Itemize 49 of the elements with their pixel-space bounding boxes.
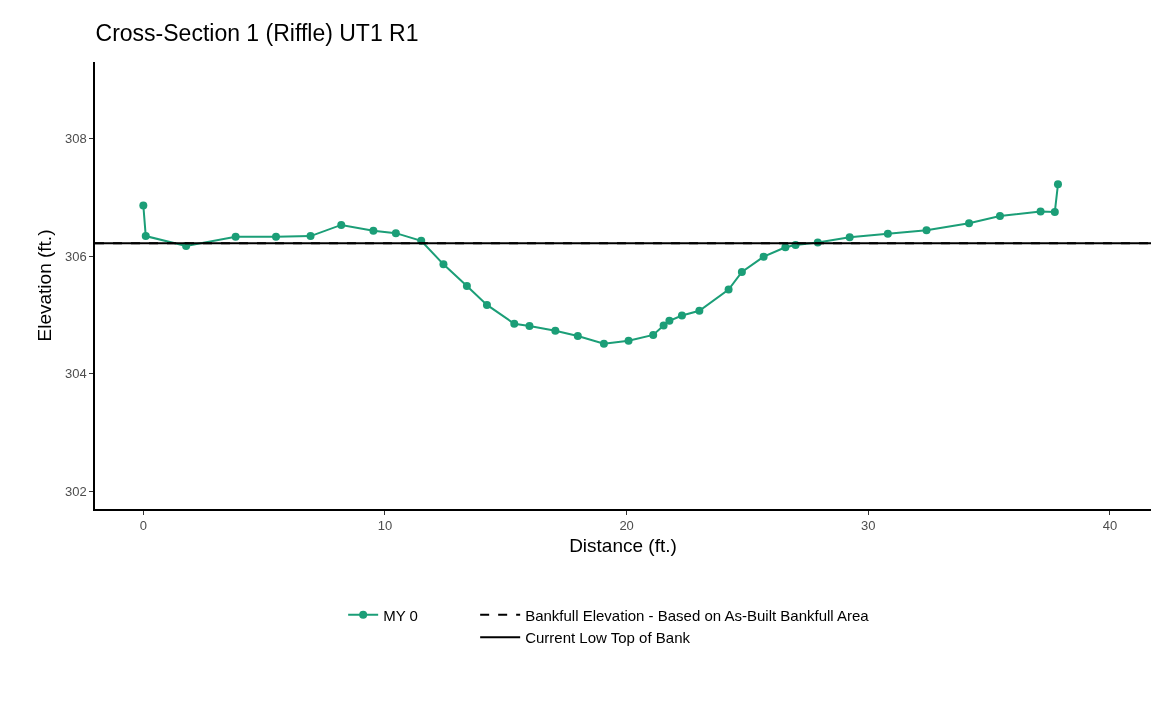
- point: [1053, 180, 1062, 189]
- x-axis-title: Distance (ft.): [569, 534, 677, 556]
- point: [525, 322, 534, 331]
- point: [724, 285, 733, 294]
- point: [551, 326, 560, 335]
- x-tick-label: 0: [139, 518, 147, 534]
- point: [462, 282, 471, 291]
- point: [141, 232, 150, 241]
- point: [573, 332, 582, 341]
- point: [337, 220, 346, 229]
- point: [306, 232, 315, 241]
- legend-label: Current Low Top of Bank: [525, 629, 691, 646]
- point: [965, 219, 974, 228]
- point: [883, 229, 892, 238]
- x-tick-label: 30: [861, 518, 876, 534]
- y-tick-label: 302: [64, 483, 87, 499]
- point: [677, 311, 686, 320]
- chart-title: Cross-Section 1 (Riffle) UT1 R1: [95, 19, 419, 46]
- point: [695, 306, 704, 315]
- y-tick-label: 304: [64, 366, 87, 382]
- point: [781, 243, 790, 252]
- point: [510, 319, 519, 328]
- y-axis-title: Elevation (ft.): [34, 229, 56, 342]
- y-tick-label: 308: [64, 131, 87, 147]
- x-tick-label: 40: [1102, 518, 1118, 534]
- point: [271, 232, 280, 241]
- point: [1050, 207, 1059, 216]
- point: [659, 321, 668, 330]
- point: [922, 226, 931, 235]
- point: [599, 339, 608, 348]
- point: [665, 316, 674, 325]
- point: [995, 212, 1004, 221]
- point: [759, 252, 768, 261]
- point: [737, 267, 746, 276]
- point: [139, 201, 148, 210]
- point: [231, 232, 240, 241]
- legend-label: Bankfull Elevation - Based on As-Built Bankfull Area: [525, 606, 870, 624]
- x-tick-label: 20: [619, 518, 634, 534]
- point: [649, 330, 658, 339]
- point: [439, 260, 448, 269]
- x-tick-label: 10: [377, 518, 393, 534]
- point: [391, 229, 400, 238]
- legend-label: MY 0: [383, 606, 418, 624]
- point: [1036, 207, 1045, 216]
- y-tick-label: 306: [64, 248, 87, 264]
- point: [624, 336, 633, 345]
- point: [845, 233, 854, 242]
- point: [482, 300, 491, 309]
- point: [369, 226, 378, 235]
